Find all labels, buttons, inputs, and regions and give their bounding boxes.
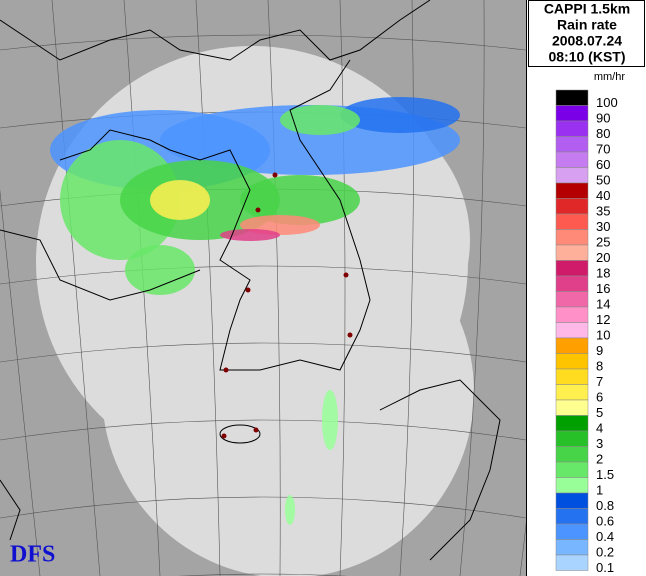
legend-label: 90 xyxy=(596,111,610,126)
legend-label: 60 xyxy=(596,157,610,172)
legend-swatch xyxy=(555,229,589,246)
legend-label: 6 xyxy=(596,390,603,405)
meridian xyxy=(459,0,485,576)
legend-swatch xyxy=(555,136,589,153)
parallel xyxy=(0,34,527,51)
legend-label: 1.5 xyxy=(596,467,614,482)
legend-swatch xyxy=(555,554,589,571)
legend-swatch xyxy=(555,492,589,509)
legend-label: 50 xyxy=(596,173,610,188)
parallel xyxy=(0,342,527,363)
legend-swatch xyxy=(555,182,589,199)
parallel xyxy=(0,496,527,519)
legend-label: 18 xyxy=(596,266,610,281)
parallel xyxy=(0,419,527,441)
legend-label: 12 xyxy=(596,312,610,327)
legend-label: 40 xyxy=(596,188,610,203)
echo xyxy=(220,229,280,241)
meridian xyxy=(339,0,346,576)
echo xyxy=(285,495,295,525)
header-line: 08:10 (KST) xyxy=(548,49,625,65)
legend-swatch xyxy=(555,353,589,370)
legend-swatch xyxy=(555,89,589,106)
legend-label: 4 xyxy=(596,421,603,436)
legend-swatch xyxy=(555,260,589,277)
watermark: DFS xyxy=(10,542,55,568)
echo xyxy=(340,97,460,133)
legend-swatch xyxy=(555,151,589,168)
legend-swatch xyxy=(555,384,589,401)
legend-swatch xyxy=(555,120,589,137)
radar-sites xyxy=(221,172,353,439)
legend-label: 0.1 xyxy=(596,560,614,575)
header-box xyxy=(528,0,645,67)
legend-label: 10 xyxy=(596,328,610,343)
legend-label: 35 xyxy=(596,204,610,219)
legend-swatch xyxy=(555,198,589,215)
legend-swatch xyxy=(555,244,589,261)
legend-swatch xyxy=(555,213,589,230)
header-line: CAPPI 1.5km xyxy=(544,1,630,17)
legend-label: 16 xyxy=(596,281,610,296)
legend-swatch xyxy=(555,523,589,540)
legend-label: 1 xyxy=(596,483,603,498)
legend-label: 3 xyxy=(596,436,603,451)
legend-label: 20 xyxy=(596,250,610,265)
legend-unit: mm/hr xyxy=(594,71,626,83)
meridian xyxy=(123,0,161,576)
echo xyxy=(150,180,210,220)
legend-swatch xyxy=(555,477,589,494)
legend-swatch xyxy=(555,275,589,292)
echo xyxy=(125,245,195,295)
legend-swatch xyxy=(555,337,589,354)
legend-swatch xyxy=(555,306,589,323)
legend-swatch xyxy=(555,291,589,308)
meridian xyxy=(195,0,221,576)
meridian xyxy=(267,0,281,576)
legend-swatch xyxy=(555,105,589,122)
header-line: Rain rate xyxy=(557,17,617,33)
legend-label: 2 xyxy=(596,452,603,467)
parallel xyxy=(178,573,348,576)
legend-swatch xyxy=(555,415,589,432)
legend-label: 7 xyxy=(596,374,603,389)
legend-label: 0.8 xyxy=(596,498,614,513)
legend-swatch xyxy=(555,368,589,385)
legend-label: 14 xyxy=(596,297,610,312)
legend-label: 80 xyxy=(596,126,610,141)
legend-label: 0.6 xyxy=(596,514,614,529)
echo xyxy=(280,105,360,135)
legend-swatch xyxy=(555,539,589,556)
legend-swatch xyxy=(555,508,589,525)
echo xyxy=(322,390,338,450)
meridian xyxy=(399,0,414,576)
coastline xyxy=(0,0,501,561)
legend-label: 0.4 xyxy=(596,529,614,544)
legend-swatch xyxy=(555,167,589,184)
rain-echoes xyxy=(50,97,460,525)
legend-swatch xyxy=(555,461,589,478)
legend-swatch xyxy=(555,430,589,447)
echo xyxy=(240,175,360,225)
parallel xyxy=(0,265,527,285)
legend-swatch xyxy=(555,446,589,463)
legend-swatch xyxy=(555,322,589,339)
legend-label: 0.2 xyxy=(596,545,614,560)
header-line: 2008.07.24 xyxy=(552,33,622,49)
legend-label: 5 xyxy=(596,405,603,420)
legend-label: 9 xyxy=(596,343,603,358)
legend-label: 70 xyxy=(596,142,610,157)
legend-label: 30 xyxy=(596,219,610,234)
legend-swatch xyxy=(555,399,589,416)
legend-label: 100 xyxy=(596,95,618,110)
legend-label: 8 xyxy=(596,359,603,374)
legend-label: 25 xyxy=(596,235,610,250)
